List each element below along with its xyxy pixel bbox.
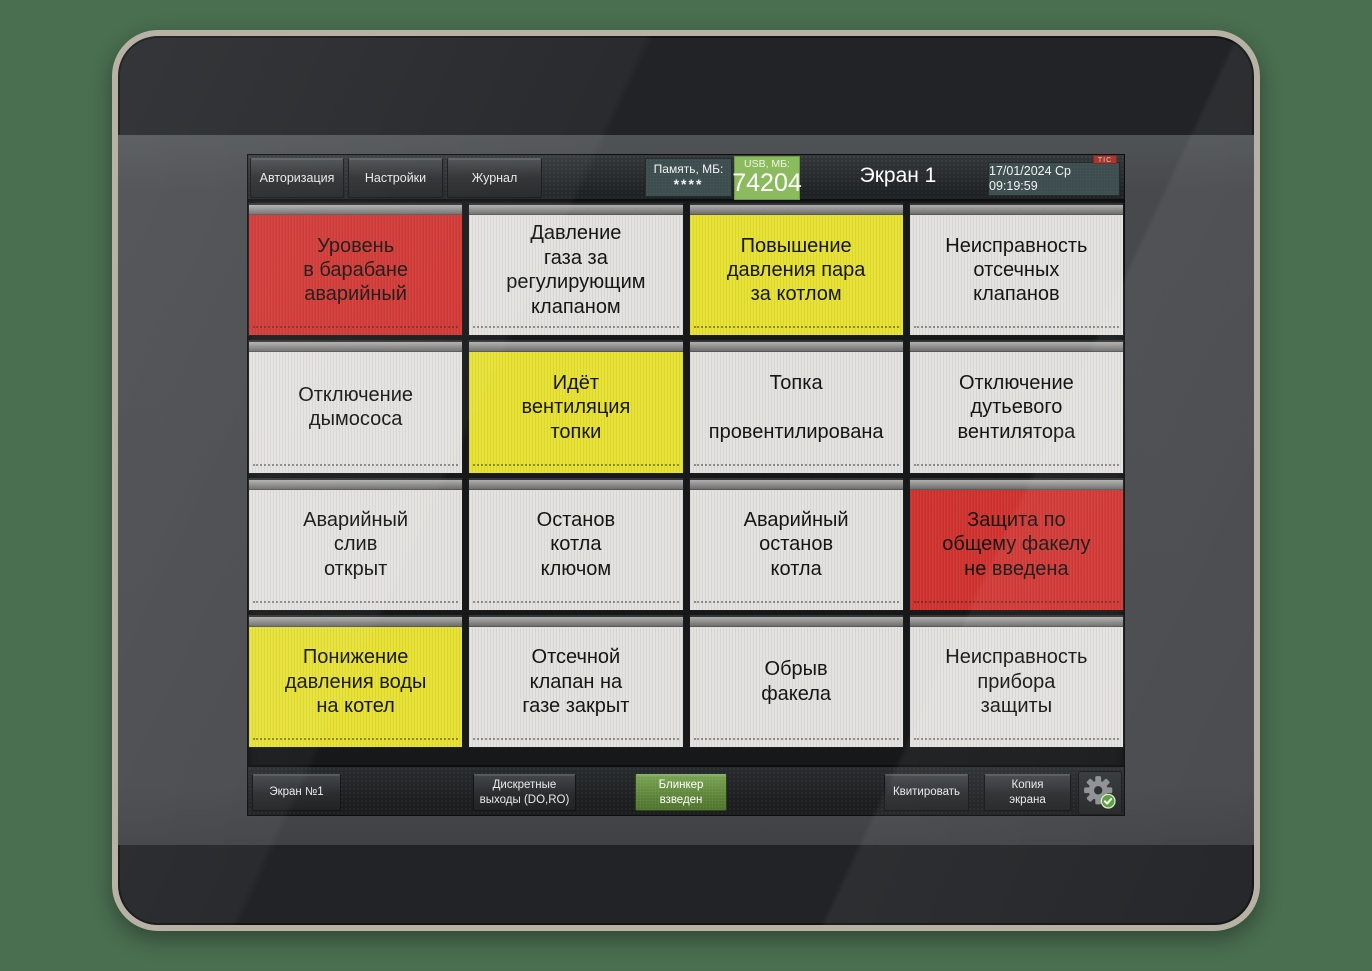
tile-bevel bbox=[469, 203, 683, 215]
tile-bevel bbox=[909, 340, 1123, 353]
memory-value: **** bbox=[673, 176, 704, 193]
alarm-tile-label: Идёт вентиляция топки bbox=[521, 371, 631, 443]
alarm-tile-furnace-vented: Топка провентилирована bbox=[688, 340, 904, 474]
bottom-control-bar: Экран №1 Дискретные выходы (DO,RO) Блинк… bbox=[248, 765, 1124, 815]
hmi-panel-device: Авторизация Настройки Журнал Память, МБ:… bbox=[112, 30, 1260, 931]
alarm-tile-label: Останов котла ключом bbox=[536, 509, 616, 580]
usb-space-indicator: USB, МБ: 74204 bbox=[732, 156, 802, 200]
usb-value: 74204 bbox=[732, 169, 802, 198]
tile-bevel bbox=[689, 614, 903, 627]
tile-bevel bbox=[909, 203, 1123, 215]
tile-bevel bbox=[469, 614, 683, 627]
screen-1-button[interactable]: Экран №1 bbox=[252, 774, 341, 811]
alarm-tile-gas-valve-closed: Отсечной клапан на газе закрыт bbox=[468, 614, 684, 748]
gear-icon bbox=[1084, 776, 1116, 809]
acknowledge-button[interactable]: Квитировать bbox=[884, 774, 969, 811]
alarm-tile-flame-protection: Защита по общему факелу не введена bbox=[908, 477, 1124, 611]
alarm-tile-label: Отключение дымососа bbox=[298, 383, 414, 431]
discrete-outputs-button[interactable]: Дискретные выходы (DO,RO) bbox=[473, 774, 576, 811]
alarm-tile-flame-failure: Обрыв факела bbox=[688, 614, 904, 748]
alarm-tile-label: Защита по общему факелу не введена bbox=[942, 509, 1091, 580]
alarm-tile-label: Неисправность прибора защиты bbox=[945, 646, 1088, 718]
alarm-tile-label: Понижение давления воды на котел bbox=[284, 646, 427, 718]
alarm-tile-gas-pressure: Давление газа за регулирующим клапаном bbox=[468, 203, 684, 337]
tile-bevel bbox=[249, 614, 463, 627]
hmi-screen: Авторизация Настройки Журнал Память, МБ:… bbox=[248, 155, 1124, 815]
alarm-tile-label: Топка провентилирована bbox=[708, 371, 884, 443]
alarm-tile-shutoff-valves: Неисправность отсечных клапанов bbox=[908, 203, 1124, 337]
alarm-tile-label: Отключение дутьевого вентилятора bbox=[957, 371, 1076, 443]
tile-bevel bbox=[689, 203, 903, 215]
alarm-tile-label: Обрыв факела bbox=[761, 658, 832, 705]
alarm-tile-ventilation: Идёт вентиляция топки bbox=[468, 340, 684, 474]
alarm-grid: Уровень в барабане аварийный Давление га… bbox=[248, 203, 1124, 748]
page-title: Экран 1 bbox=[859, 164, 937, 187]
settings-gear-button[interactable] bbox=[1078, 771, 1122, 815]
alarm-tile-emergency-drain: Аварийный слив открыт bbox=[248, 477, 464, 611]
alarm-tile-steam-pressure: Повышение давления пара за котлом bbox=[688, 203, 904, 337]
check-badge-icon bbox=[1100, 793, 1116, 809]
alarm-tile-label: Повышение давления пара за котлом bbox=[726, 234, 866, 306]
usb-label: USB, МБ: bbox=[744, 158, 790, 171]
tile-bevel bbox=[249, 340, 463, 353]
alarm-tile-label: Аварийный останов котла bbox=[743, 509, 849, 580]
top-status-bar: Авторизация Настройки Журнал Память, МБ:… bbox=[248, 155, 1124, 201]
alarm-tile-label: Аварийный слив открыт bbox=[303, 509, 409, 580]
alarm-tile-label: Отсечной клапан на газе закрыт bbox=[522, 646, 630, 718]
settings-button[interactable]: Настройки bbox=[348, 158, 443, 198]
authorization-button[interactable]: Авторизация bbox=[250, 158, 344, 198]
alarm-tile-protection-device: Неисправность прибора защиты bbox=[908, 614, 1124, 748]
tile-bevel bbox=[689, 340, 903, 353]
alarm-tile-label: Неисправность отсечных клапанов bbox=[945, 234, 1088, 306]
alarm-tile-key-stop: Останов котла ключом bbox=[468, 477, 684, 611]
tile-bevel bbox=[909, 477, 1123, 490]
memory-label: Память, МБ: bbox=[653, 161, 724, 176]
screen-copy-button[interactable]: Копия экрана bbox=[984, 774, 1071, 811]
tile-bevel bbox=[249, 203, 463, 215]
journal-button[interactable]: Журнал bbox=[447, 158, 542, 198]
alarm-tile-water-pressure: Понижение давления воды на котел bbox=[248, 614, 464, 748]
alarm-tile-emergency-stop: Аварийный останов котла bbox=[688, 477, 904, 611]
alarm-tile-label: Давление газа за регулирующим клапаном bbox=[506, 222, 646, 318]
alarm-tile-label: Уровень в барабане аварийный bbox=[303, 234, 409, 306]
tile-bevel bbox=[909, 614, 1123, 627]
tile-bevel bbox=[689, 477, 903, 490]
tile-bevel bbox=[469, 340, 683, 353]
alarm-tile-drum-level: Уровень в барабане аварийный bbox=[248, 203, 464, 337]
tile-bevel bbox=[469, 477, 683, 490]
alarm-tile-smoke-exhauster: Отключение дымососа bbox=[248, 340, 464, 474]
tile-bevel bbox=[249, 477, 463, 490]
alarm-tile-blower-fan: Отключение дутьевого вентилятора bbox=[908, 340, 1124, 474]
tic-badge: TIC bbox=[1093, 155, 1117, 164]
blinker-armed-button[interactable]: Блинкер взведен bbox=[635, 774, 727, 811]
memory-indicator: Память, МБ: **** bbox=[645, 158, 732, 197]
datetime-indicator: 17/01/2024 Ср 09:19:59 bbox=[988, 162, 1120, 196]
